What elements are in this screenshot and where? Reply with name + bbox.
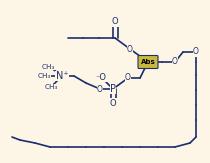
Text: O: O [172,58,178,67]
Text: P: P [110,84,116,94]
Text: ⁻O: ⁻O [96,73,106,82]
Text: O: O [127,44,133,53]
Text: O: O [193,47,199,57]
Text: Abs: Abs [141,59,155,65]
Text: CH₃: CH₃ [44,84,58,90]
FancyBboxPatch shape [138,55,158,68]
Text: CH₃: CH₃ [37,73,51,79]
Text: O: O [97,84,103,94]
Text: O: O [112,17,118,27]
Text: CH₃: CH₃ [41,64,55,70]
Text: O: O [125,74,131,82]
Text: N⁺: N⁺ [56,71,68,81]
Text: O: O [110,98,116,108]
